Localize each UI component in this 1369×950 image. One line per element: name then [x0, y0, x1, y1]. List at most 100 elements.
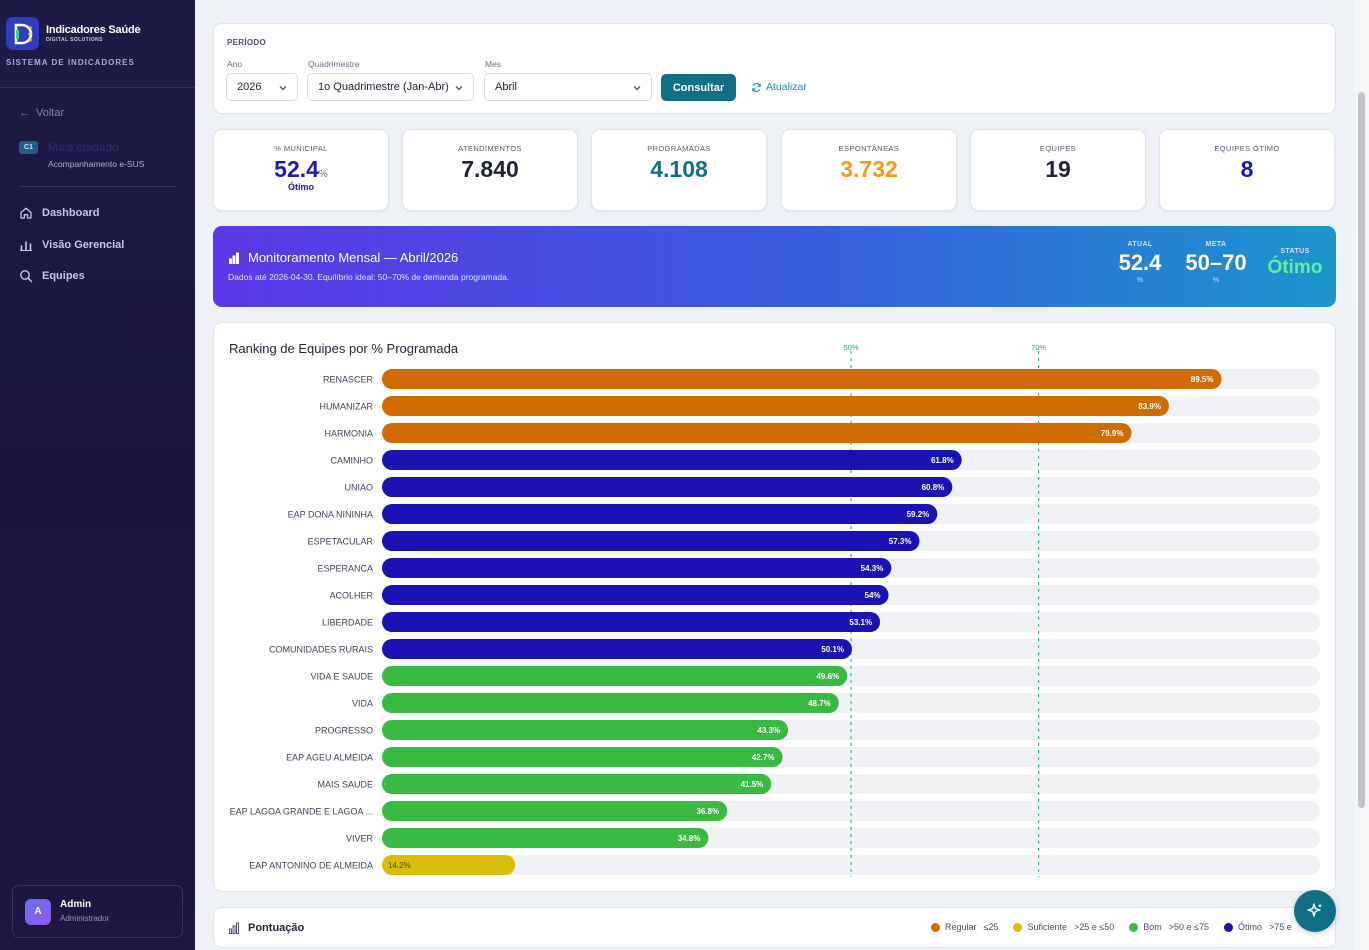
ano-label: Ano	[227, 59, 243, 69]
pontuacao-card: Pontuação Regular ≤25 Suficiente >25 e ≤…	[213, 907, 1336, 948]
quadrimestre-select[interactable]: 1o Quadrimestre (Jan-Abr)	[307, 73, 474, 101]
kpi-label: ESPONTÂNEAS	[838, 144, 900, 153]
bar	[382, 531, 920, 551]
bar	[382, 504, 938, 524]
sidebar-item-label: Dashboard	[42, 207, 100, 219]
stat-label: META	[1205, 241, 1227, 248]
bar-value-label: 42.7%	[752, 753, 775, 762]
stat-value: 52.4	[1118, 250, 1162, 275]
bar-value-label: 43.3%	[757, 726, 780, 735]
reference-line-label: 50%	[843, 343, 858, 352]
bar-value-label: 89.5%	[1191, 375, 1214, 384]
ano-select[interactable]: 2026	[226, 73, 298, 101]
stat-atual: ATUAL 52.4 %	[1114, 241, 1166, 284]
bar	[382, 828, 709, 848]
scrollbar-thumb[interactable]	[1358, 92, 1365, 808]
stat-label: STATUS	[1280, 248, 1310, 255]
stat-value: Ótimo	[1267, 257, 1323, 278]
bar	[382, 396, 1169, 416]
back-label: Voltar	[36, 107, 65, 119]
kpi-value: 7.840	[461, 156, 519, 182]
bar-category-label: ESPERANCA	[317, 564, 373, 574]
legend-item-regular: Regular ≤25	[931, 922, 998, 932]
pontuacao-legend: Regular ≤25 Suficiente >25 e ≤50 Bom >50…	[931, 922, 1307, 932]
bar-value-label: 48.7%	[808, 699, 831, 708]
brand: Indicadores Saúde DIGITAL SOLUTIONS	[6, 17, 141, 50]
kpi-status: Ótimo	[288, 182, 314, 193]
bar-value-label: 57.3%	[889, 537, 912, 546]
mes-select[interactable]: Abril	[484, 73, 652, 101]
bar-value-label: 50.1%	[821, 645, 844, 654]
kpi-label: EQUIPES ÓTIMO	[1214, 144, 1280, 153]
back-link[interactable]: ← Voltar	[19, 107, 64, 119]
sidebar-item-equipes[interactable]: Equipes	[19, 267, 124, 285]
legend-dot	[1013, 922, 1023, 932]
sidebar-item-label: Equipes	[42, 270, 85, 282]
assistant-fab-button[interactable]	[1294, 890, 1336, 932]
sidebar-item-label: Visão Gerencial	[42, 238, 125, 251]
divider	[0, 87, 195, 88]
atualizar-button[interactable]: Atualizar	[751, 81, 807, 93]
user-card[interactable]: A Admin Administrador	[12, 885, 183, 938]
kpi-programadas: PROGRAMADAS 4.108	[591, 129, 767, 211]
bar	[382, 450, 962, 470]
legend-dot	[1129, 922, 1139, 932]
search-icon	[20, 270, 33, 283]
kpi-municipal: % MUNICIPAL 52.4% Ótimo	[213, 129, 389, 211]
bar	[382, 423, 1132, 443]
bar-category-label: VIDA	[352, 699, 373, 709]
stat-meta: META 50–70 %	[1180, 241, 1252, 284]
bar-value-label: 49.6%	[817, 672, 840, 681]
kpi-value: 19	[1045, 156, 1071, 182]
kpi-value: 8	[1240, 156, 1254, 182]
pontuacao-title: Pontuação	[228, 921, 304, 935]
home-icon	[20, 207, 32, 219]
kpi-label: % MUNICIPAL	[274, 144, 328, 153]
bar-category-label: ESPETACULAR	[308, 537, 374, 547]
module-card[interactable]: C1 Mais cuidado Acompanhamento e-SUS	[19, 140, 144, 169]
bar-value-label: 79.9%	[1101, 429, 1124, 438]
kpi-value: 3.732	[840, 156, 898, 182]
kpi-label: EQUIPES	[1039, 144, 1077, 153]
bar-chart-icon	[229, 922, 239, 934]
brand-name: Indicadores Saúde	[46, 23, 141, 36]
bar-category-label: ACOLHER	[329, 591, 373, 601]
chart-title: Ranking de Equipes por % Programada	[229, 341, 459, 356]
bar-category-label: VIDA E SAUDE	[310, 672, 373, 682]
bar	[382, 666, 848, 686]
kpi-value-number: 52.4	[274, 156, 319, 182]
bar-category-label: EAP AGEU ALMEIDA	[286, 753, 373, 763]
sidebar-item-visao-gerencial[interactable]: Visão Gerencial	[19, 236, 124, 254]
bar	[382, 774, 772, 794]
legend-label: Bom	[1143, 922, 1162, 932]
legend-label: Ótimo	[1238, 922, 1263, 932]
quadrimestre-value: 1o Quadrimestre (Jan-Abr)	[318, 81, 449, 93]
arrow-left-icon: ←	[19, 107, 30, 119]
bar-value-label: 41.5%	[741, 780, 764, 789]
quadrimestre-label: Quadrimestre	[308, 59, 360, 69]
sidebar-item-dashboard[interactable]: Dashboard	[19, 204, 124, 222]
bar-value-label: 60.8%	[922, 483, 945, 492]
bar-category-label: CAMINHO	[331, 456, 374, 466]
mes-value: Abril	[495, 81, 518, 93]
consultar-button[interactable]: Consultar	[661, 74, 736, 101]
bar	[382, 720, 789, 740]
bar-category-label: RENASCER	[323, 375, 374, 385]
avatar: A	[25, 898, 51, 925]
brand-logo-icon	[6, 17, 39, 50]
page-scrollbar[interactable]	[1355, 0, 1369, 950]
legend-range: >75 e	[1269, 922, 1292, 932]
ranking-chart: 50% 70% RENASCER 89.5% HUMANIZAR 83.9% HARMONI…	[230, 343, 1320, 877]
filter-title: PERÍODO	[227, 38, 266, 47]
stat-unit: %	[1212, 277, 1220, 285]
sidebar: Indicadores Saúde DIGITAL SOLUTIONS SIST…	[0, 0, 195, 950]
kpi-unit: %	[318, 169, 328, 180]
bar	[382, 558, 892, 578]
pontuacao-title-text: Pontuação	[248, 922, 305, 934]
sidebar-nav: Dashboard Visão Gerencial Equipes	[19, 204, 124, 299]
legend-item-otimo: Ótimo >75 e	[1224, 922, 1292, 932]
chevron-down-icon	[279, 86, 287, 91]
bar-value-label: 54%	[865, 591, 881, 600]
legend-item-bom: Bom >50 e ≤75	[1129, 922, 1209, 932]
bar-category-label: VIVER	[346, 834, 374, 844]
